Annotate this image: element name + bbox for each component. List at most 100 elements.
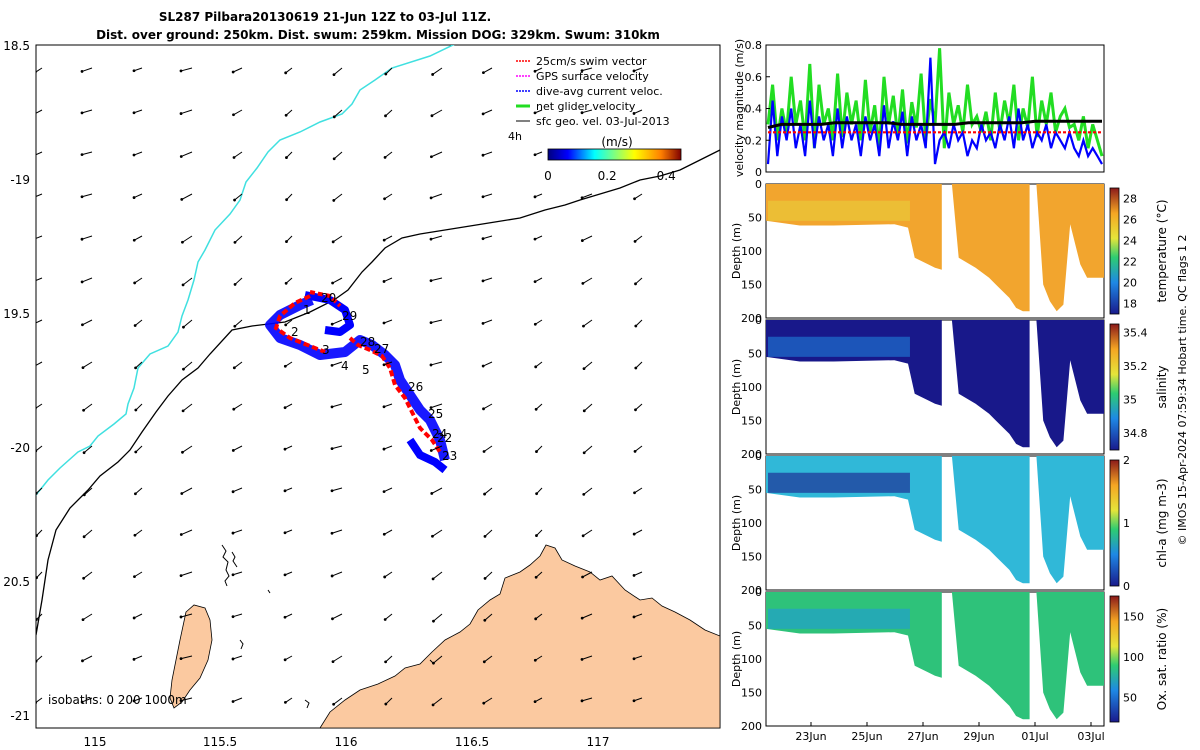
legend-entry: net glider velocity <box>536 100 636 113</box>
geo-arrow-head <box>384 72 388 76</box>
geo-arrow <box>430 361 443 366</box>
map-y-tick: 18.5 <box>3 39 30 53</box>
geo-arrow <box>83 445 93 454</box>
section-ytick: 200 <box>741 312 762 325</box>
geo-arrow <box>634 487 643 494</box>
geo-arrow-head <box>582 492 586 496</box>
geo-arrow-head <box>231 615 235 619</box>
geo-arrow <box>430 403 443 409</box>
geo-arrow <box>582 235 593 242</box>
geo-arrow-head <box>81 659 84 663</box>
geo-arrow <box>81 235 93 240</box>
geo-arrow-head <box>483 492 486 496</box>
section-colorbar <box>1109 459 1120 587</box>
geo-arrow-head <box>534 575 538 579</box>
geo-arrow <box>183 319 193 328</box>
geo-arrow <box>430 319 443 324</box>
geo-arrow <box>133 193 143 199</box>
geo-arrow-head <box>533 700 537 704</box>
geo-arrow-head <box>330 489 334 493</box>
geo-arrow-head <box>180 492 184 495</box>
geo-arrow <box>385 67 393 75</box>
geo-arrow <box>432 529 443 537</box>
geo-arrow-head <box>36 322 37 325</box>
geo-arrow-head <box>179 657 183 661</box>
geo-arrow-head <box>81 618 85 622</box>
geo-arrow-head <box>231 700 235 703</box>
geo-arrow <box>384 529 393 535</box>
geo-arrow-head <box>82 493 86 497</box>
map-colorbar-tick: 0 <box>544 169 552 183</box>
geo-arrow <box>483 697 493 704</box>
geo-arrow-head <box>432 619 435 623</box>
geo-arrow-head <box>483 618 487 622</box>
geo-arrow <box>135 403 143 411</box>
geo-arrow-head <box>383 618 387 621</box>
geo-arrow-head <box>233 324 237 328</box>
section-colorbar-tick: 22 <box>1123 256 1137 269</box>
geo-arrow-head <box>331 617 334 621</box>
velocity-ytick: 0.8 <box>745 39 763 52</box>
geo-arrow-head <box>634 324 638 328</box>
section-colorbar-label: chl-a (mg m-3) <box>1155 478 1169 567</box>
geo-arrow-head <box>332 702 336 706</box>
geo-arrow <box>384 571 393 578</box>
geo-arrow-head <box>80 700 84 704</box>
day-labels: 20 1 29 2 28 27 3 4 5 26 25 24 22 23 <box>291 291 457 463</box>
geo-arrow-head <box>134 450 138 454</box>
geo-arrow-head <box>429 155 433 159</box>
geo-arrow-head <box>632 112 636 115</box>
geo-arrow <box>232 487 243 493</box>
geo-arrow-head <box>181 283 185 287</box>
geo-arrow <box>234 193 243 201</box>
geo-arrow-head <box>330 322 334 326</box>
geo-arrow-head <box>432 661 435 665</box>
geo-arrow <box>430 277 443 282</box>
geo-arrow <box>385 655 393 663</box>
geo-arrow <box>135 487 143 495</box>
section-ytick: 0 <box>755 178 762 191</box>
geo-arrow-head <box>36 154 37 157</box>
geo-arrow <box>232 697 243 702</box>
day-label: 4 <box>341 359 349 373</box>
geo-arrow <box>433 655 443 664</box>
geo-arrow-head <box>481 321 485 325</box>
geo-arrow <box>83 403 93 411</box>
geo-arrow-head <box>179 69 183 73</box>
geo-arrow-head <box>580 111 584 115</box>
geo-arrow-head <box>132 616 136 620</box>
geo-arrow-head <box>429 237 433 241</box>
geo-arrow-head <box>132 196 136 199</box>
geo-arrow <box>384 193 393 200</box>
geo-arrow <box>582 571 593 578</box>
map-y-tick: -20 <box>10 441 30 455</box>
geo-arrow-head <box>332 73 336 76</box>
geo-arrow <box>82 655 93 662</box>
geo-arrow-head <box>533 322 537 326</box>
geo-arrow <box>432 697 443 706</box>
section-colorbar-tick: 24 <box>1123 235 1137 248</box>
geo-arrow <box>133 109 143 114</box>
day-label: 22 <box>437 431 452 445</box>
geo-arrow-head <box>132 153 136 157</box>
geo-arrow-head <box>179 574 183 578</box>
geo-arrow <box>633 697 643 702</box>
geo-arrow-head <box>382 490 386 493</box>
geo-arrow <box>81 67 93 72</box>
section-ytick: 100 <box>741 245 762 258</box>
geo-arrow <box>81 697 93 703</box>
geo-arrow-head <box>581 282 585 285</box>
geo-arrow-head <box>283 658 287 662</box>
geo-arrow-head <box>382 405 386 409</box>
geo-arrow-head <box>179 533 183 536</box>
geo-arrow <box>384 151 393 158</box>
geo-arrow <box>633 571 643 576</box>
geo-arrow <box>182 235 193 243</box>
geo-arrow-head <box>283 447 287 451</box>
geo-arrow-head <box>580 616 584 620</box>
geo-arrow-head <box>533 658 537 662</box>
section-ytick: 150 <box>741 415 762 428</box>
geo-arrow <box>333 697 343 705</box>
geo-arrow-head <box>383 575 387 579</box>
geo-arrow <box>582 277 593 284</box>
